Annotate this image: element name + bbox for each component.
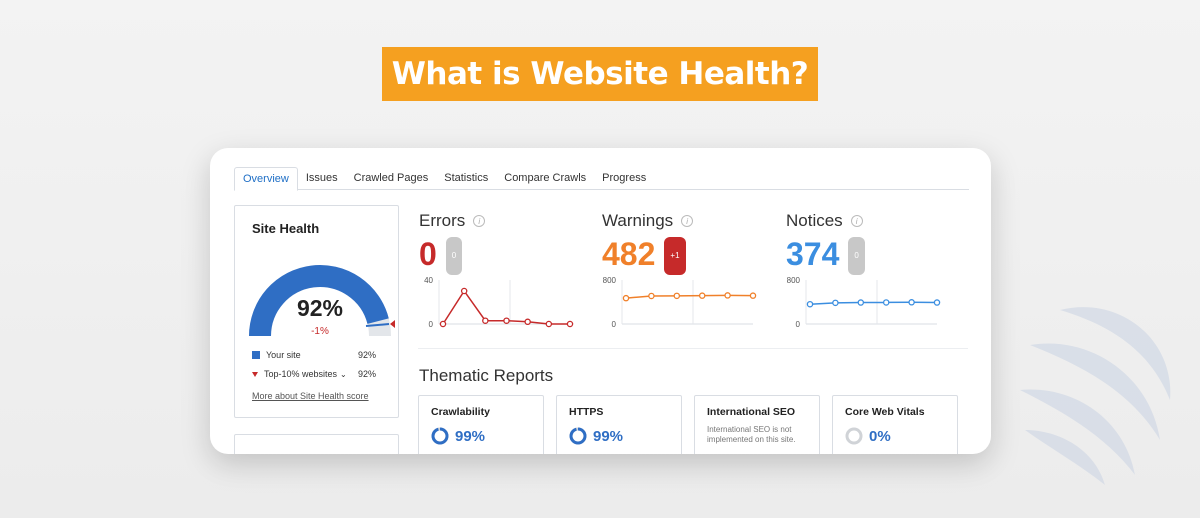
series-line [809, 301, 938, 305]
ring-fill [431, 427, 449, 445]
triangle-down-icon [252, 371, 258, 377]
your-site-swatch [252, 351, 260, 359]
errors-badge: 0 [445, 237, 463, 275]
progress-ring [845, 427, 863, 445]
more-about-site-health-link[interactable]: More about Site Health score [252, 391, 369, 401]
legend-label: Your site [266, 350, 301, 360]
data-point [622, 294, 630, 302]
site-health-title: Site Health [252, 221, 320, 236]
axis-tick-label: 800 [787, 276, 801, 285]
gauge-marker-icon [390, 320, 395, 328]
notices-badge: 0 [848, 237, 865, 275]
tab-overview[interactable]: Overview [234, 167, 298, 191]
axis-tick-label: 40 [424, 276, 433, 285]
tab-compare-crawls[interactable]: Compare Crawls [504, 172, 587, 184]
report-title: International SEO [707, 406, 796, 418]
secondary-panel [234, 434, 399, 454]
section-divider [418, 348, 968, 349]
errors-value: 0 [419, 236, 437, 272]
data-point [482, 317, 489, 324]
report-value: 99% [455, 427, 486, 445]
notices-trend-chart: 800 0 [787, 276, 941, 329]
report-crawlability[interactable]: Crawlability 99% [418, 395, 544, 454]
warnings-label: Warnings [602, 211, 674, 230]
report-title: HTTPS [569, 406, 604, 418]
warnings-badge: +1 [664, 237, 686, 275]
banner-title: What is Website Health? [391, 56, 809, 92]
report-international-seo[interactable]: International SEO International SEO is n… [694, 395, 820, 454]
data-point [749, 292, 757, 299]
info-icon[interactable]: i [681, 215, 694, 227]
chevron-down-icon[interactable]: ⌄ [340, 369, 347, 379]
notices-value: 374 [786, 236, 840, 272]
legend-label: Top-10% websites [264, 369, 338, 379]
site-health-change: -1% [311, 326, 329, 337]
data-point [566, 320, 574, 328]
tab-statistics[interactable]: Statistics [444, 172, 489, 184]
data-point [545, 320, 553, 328]
legend-your-site: Your site 92% [252, 350, 376, 360]
axis-tick-label: 0 [796, 320, 801, 329]
axis-tick-label: 0 [612, 320, 617, 329]
data-point [460, 287, 468, 295]
thematic-reports-title: Thematic Reports [419, 366, 554, 385]
tab-bar: Overview Issues Crawled Pages Statistics… [234, 167, 969, 191]
site-health-score: 92% [297, 295, 343, 321]
legend-value: 92% [357, 350, 376, 360]
report-value: 99% [593, 427, 624, 445]
data-point [439, 320, 447, 328]
info-icon[interactable]: i [850, 215, 863, 227]
site-health-panel: Site Health 92% -1% Your site 92% Top-10… [234, 205, 399, 418]
errors-label: Errors [419, 211, 466, 230]
warnings-trend-chart: 800 0 [603, 276, 757, 329]
data-point [882, 299, 890, 306]
data-point [806, 300, 814, 308]
axis-tick-label: 800 [603, 276, 617, 285]
errors-trend-chart: 40 0 [424, 276, 574, 329]
warnings-value: 482 [602, 236, 656, 272]
globe-logo-icon [1020, 307, 1171, 485]
data-point [503, 317, 510, 324]
ring-fill [569, 427, 587, 445]
data-point [908, 299, 915, 306]
report-title: Core Web Vitals [845, 406, 925, 418]
notices-label: Notices [786, 211, 843, 230]
site-health-gauge: 92% -1% [249, 265, 395, 337]
data-point [673, 292, 681, 300]
progress-ring [569, 427, 587, 445]
ring-track [845, 427, 863, 445]
progress-ring [431, 427, 449, 445]
errors-metric[interactable]: Errors i 0 0 [419, 211, 486, 275]
page-title-banner: What is Website Health? [382, 47, 818, 101]
warnings-metric[interactable]: Warnings i 482 +1 [602, 211, 694, 275]
info-icon[interactable]: i [473, 215, 486, 227]
gauge-marker-line [365, 323, 390, 327]
series-line [625, 294, 754, 299]
data-point [933, 299, 941, 306]
report-value: 0% [869, 427, 891, 445]
data-point [698, 292, 706, 299]
data-point [524, 318, 531, 326]
data-point [857, 299, 865, 306]
tab-issues[interactable]: Issues [305, 172, 338, 184]
report-core-web-vitals[interactable]: Core Web Vitals 0% [832, 395, 958, 454]
report-title: Crawlability [431, 406, 490, 418]
axis-tick-label: 0 [429, 320, 434, 329]
notices-metric[interactable]: Notices i 374 0 [786, 211, 865, 275]
legend-value: 92% [357, 369, 376, 379]
tab-crawled-pages[interactable]: Crawled Pages [353, 172, 429, 184]
data-point [724, 292, 731, 299]
data-point [648, 292, 655, 300]
report-https[interactable]: HTTPS 99% [556, 395, 682, 454]
data-point [832, 299, 839, 307]
site-audit-card: Overview Issues Crawled Pages Statistics… [210, 148, 991, 454]
report-note: International SEO is not implemented on … [707, 425, 796, 444]
legend-top-websites[interactable]: Top-10% websites ⌄ 92% [252, 369, 376, 379]
gauge-fill [249, 265, 389, 337]
tab-progress[interactable]: Progress [602, 172, 647, 184]
